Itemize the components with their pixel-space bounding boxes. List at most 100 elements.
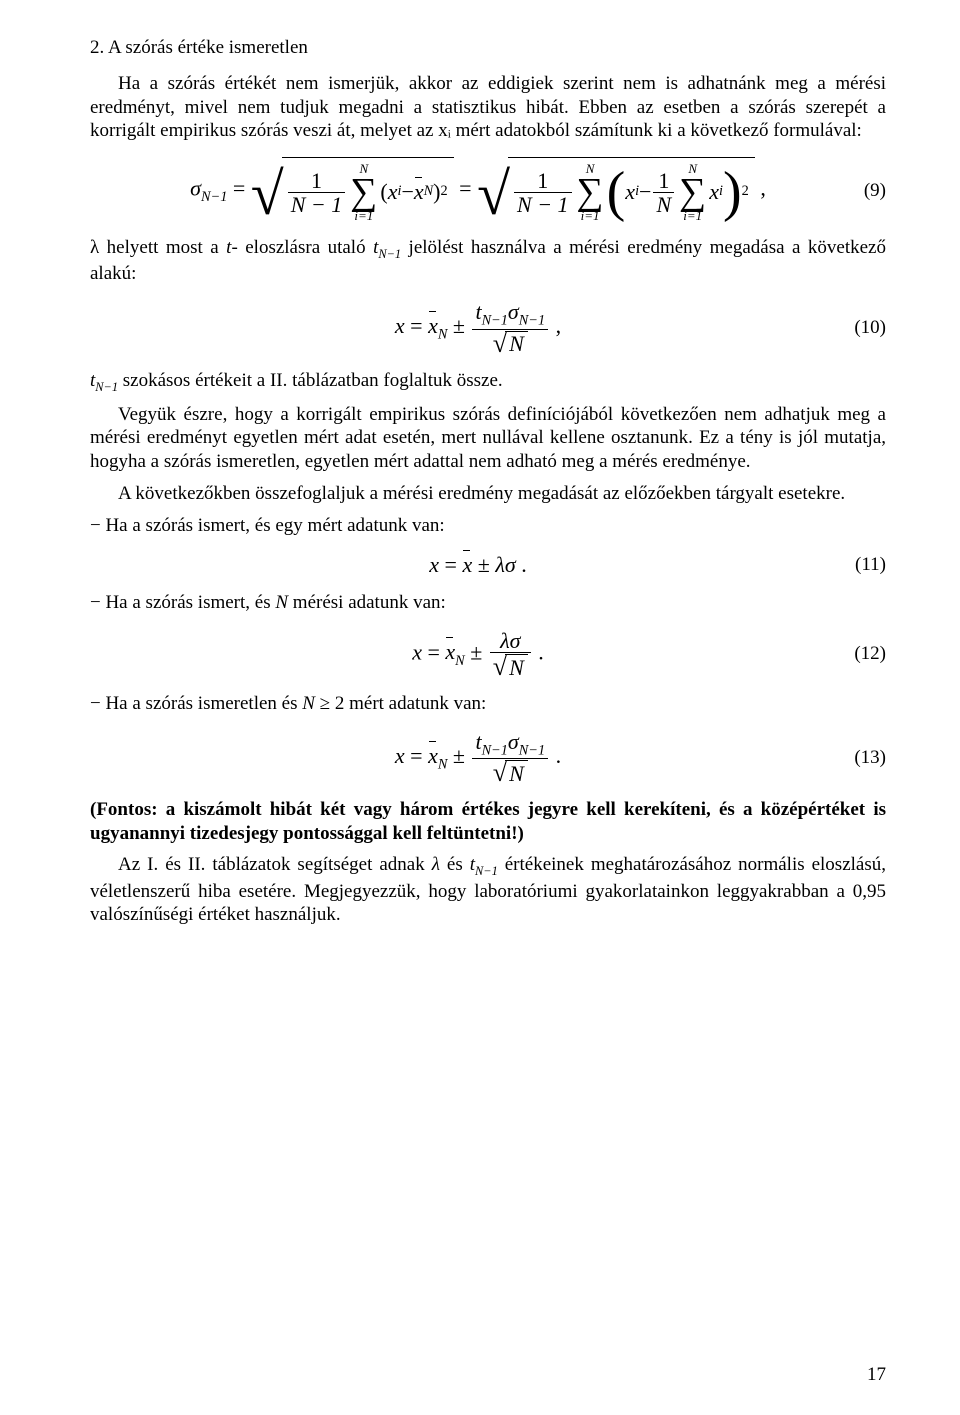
eq9-frac1: 1 N − 1 [288, 169, 346, 216]
eq10-frac: tN−1σN−1 √ N [472, 300, 548, 356]
case-1-label: − Ha a szórás ismert, és egy mért adatun… [90, 514, 886, 538]
equation-10-math: x = xN ± tN−1σN−1 √ N , [130, 300, 826, 356]
eq9-frac2: 1 N − 1 [514, 169, 572, 216]
sum-symbol: ∑ [577, 175, 604, 209]
p2-a: λ helyett most a [90, 237, 226, 258]
eq10-comma: , [556, 313, 562, 338]
eq9-frac3-num: 1 [653, 169, 674, 193]
eq9-sqrt1: √ 1 N − 1 N ∑ i=1 (xi − xN)2 [251, 157, 454, 224]
important-note: (Fontos: a kiszámolt hibát két vagy háro… [90, 798, 886, 846]
eq10-num: tN−1σN−1 [472, 300, 548, 329]
paragraph-t-dist: λ helyett most a t- eloszlásra utaló tN−… [90, 236, 886, 286]
eq12-dot: . [538, 639, 544, 664]
eq9-comma: , [760, 176, 766, 201]
b2-c: mérési adatunk van: [288, 592, 446, 613]
eq9-xi3: x [709, 178, 719, 206]
eq12-frac: λσ √ N [490, 629, 531, 680]
eq10-sqrt: √ N [493, 331, 528, 357]
p2-t2-sub: N−1 [378, 247, 401, 261]
eq10-den: √ N [472, 330, 548, 357]
eq9-rparen1: ) [433, 178, 440, 206]
eq10-pm: ± [453, 313, 465, 338]
eq9-pow2: 2 [742, 183, 749, 201]
eq9-xi1: x [388, 178, 398, 206]
eq9-sum2-bot: i=1 [581, 209, 600, 222]
case-3-label: − Ha a szórás ismeretlen és N ≥ 2 mért a… [90, 692, 886, 716]
eq9-xbar1-sub: N [424, 183, 434, 201]
eq10-sqrt-body: N [505, 331, 528, 357]
eq9-eq2: = [459, 176, 471, 201]
equation-11-math: x = x ± λσ . [130, 551, 826, 579]
eq12-xbar: x [445, 638, 455, 666]
eq10-xbar-sub: N [438, 327, 448, 343]
eq13-den: √ N [472, 759, 548, 786]
eq9-frac2-num: 1 [514, 169, 572, 193]
eq13-frac: tN−1σN−1 √ N [472, 730, 548, 786]
equation-12: x = xN ± λσ √ N . (12) [90, 629, 886, 680]
equation-11-number: (11) [826, 553, 886, 577]
p4-a: Az I. és II. táblázatok segítséget adnak [118, 854, 432, 875]
equation-9: σN−1 = √ 1 N − 1 N ∑ i=1 (xi − xN)2 = √ [90, 157, 886, 224]
equation-10: x = xN ± tN−1σN−1 √ N , (10) [90, 300, 886, 356]
eq10-sig-sub: N−1 [519, 313, 545, 329]
eq9-sum2: N ∑ i=1 [577, 162, 604, 222]
eq9-sigma-sub: N−1 [201, 189, 227, 205]
equation-12-number: (12) [826, 642, 886, 666]
eq9-sqrt2: √ 1 N − 1 N ∑ i=1 ( xi − 1 N [477, 157, 755, 224]
eq9-sqrt1-body: 1 N − 1 N ∑ i=1 (xi − xN)2 [282, 157, 454, 224]
case-2-label: − Ha a szórás ismert, és N mérési adatun… [90, 591, 886, 615]
eq9-minus1: − [401, 178, 413, 206]
eq9-eq1: = [233, 176, 245, 201]
p4-t-sub: N−1 [475, 864, 498, 878]
equation-13-math: x = xN ± tN−1σN−1 √ N . [130, 730, 826, 786]
sqrt-symbol: √ [251, 164, 284, 224]
p4-lam: λ [432, 854, 440, 875]
b2-a: − Ha a szórás ismert, és [90, 592, 275, 613]
eq9-xi2: x [625, 178, 635, 206]
paragraph-intro: Ha a szórás értékét nem ismerjük, akkor … [90, 72, 886, 143]
eq13-t-sub: N−1 [482, 742, 508, 758]
equation-10-number: (10) [826, 316, 886, 340]
eq13-dot: . [556, 743, 562, 768]
eq9-sum3: N ∑ i=1 [679, 162, 706, 222]
eq11-pm: ± [478, 552, 490, 577]
eq10-eq: = [410, 313, 422, 338]
equation-11: x = x ± λσ . (11) [90, 551, 886, 579]
eq13-sig: σ [508, 729, 519, 754]
eq9-pow1: 2 [441, 183, 448, 201]
eq13-sqrt-body: N [505, 760, 528, 786]
section-heading: 2. A szórás értéke ismeretlen [90, 36, 886, 60]
sqrt-symbol: √ [477, 164, 510, 224]
eq10-sig: σ [508, 299, 519, 324]
p3-t-sub: N−1 [95, 379, 118, 393]
sum-symbol: ∑ [350, 175, 377, 209]
p4-b: és [440, 854, 470, 875]
eq12-eq: = [427, 639, 439, 664]
equation-12-math: x = xN ± λσ √ N . [130, 629, 826, 680]
eq9-frac1-den: N − 1 [288, 193, 346, 216]
b3-a: − Ha a szórás ismeretlen és [90, 693, 302, 714]
eq11-dot: . [521, 552, 527, 577]
eq9-frac1-num: 1 [288, 169, 346, 193]
equation-9-number: (9) [826, 179, 886, 203]
eq9-sum1: N ∑ i=1 [350, 162, 377, 222]
equation-9-math: σN−1 = √ 1 N − 1 N ∑ i=1 (xi − xN)2 = √ [130, 157, 826, 224]
eq9-lparen-big: ( [607, 164, 626, 220]
eq9-sqrt2-body: 1 N − 1 N ∑ i=1 ( xi − 1 N N ∑ i [508, 157, 755, 224]
equation-13-number: (13) [826, 746, 886, 770]
b3-c: ≥ 2 mért adatunk van: [315, 693, 486, 714]
eq13-pm: ± [453, 743, 465, 768]
eq9-sum3-bot: i=1 [683, 209, 702, 222]
eq13-xbar-sub: N [438, 756, 448, 772]
b2-N: N [275, 592, 288, 613]
p2-c: - eloszlásra utaló [231, 237, 373, 258]
eq9-frac3: 1 N [653, 169, 674, 216]
eq12-xbar-sub: N [455, 653, 465, 669]
p3-b: szokásos értékeit a II. táblázatban fogl… [118, 370, 503, 391]
eq9-frac2-den: N − 1 [514, 193, 572, 216]
eq13-sqrt: √ N [493, 760, 528, 786]
eq9-lparen1: ( [380, 178, 387, 206]
sum-symbol: ∑ [679, 175, 706, 209]
paragraph-note: Vegyük észre, hogy a korrigált empirikus… [90, 403, 886, 474]
eq13-xbar: x [428, 742, 438, 770]
